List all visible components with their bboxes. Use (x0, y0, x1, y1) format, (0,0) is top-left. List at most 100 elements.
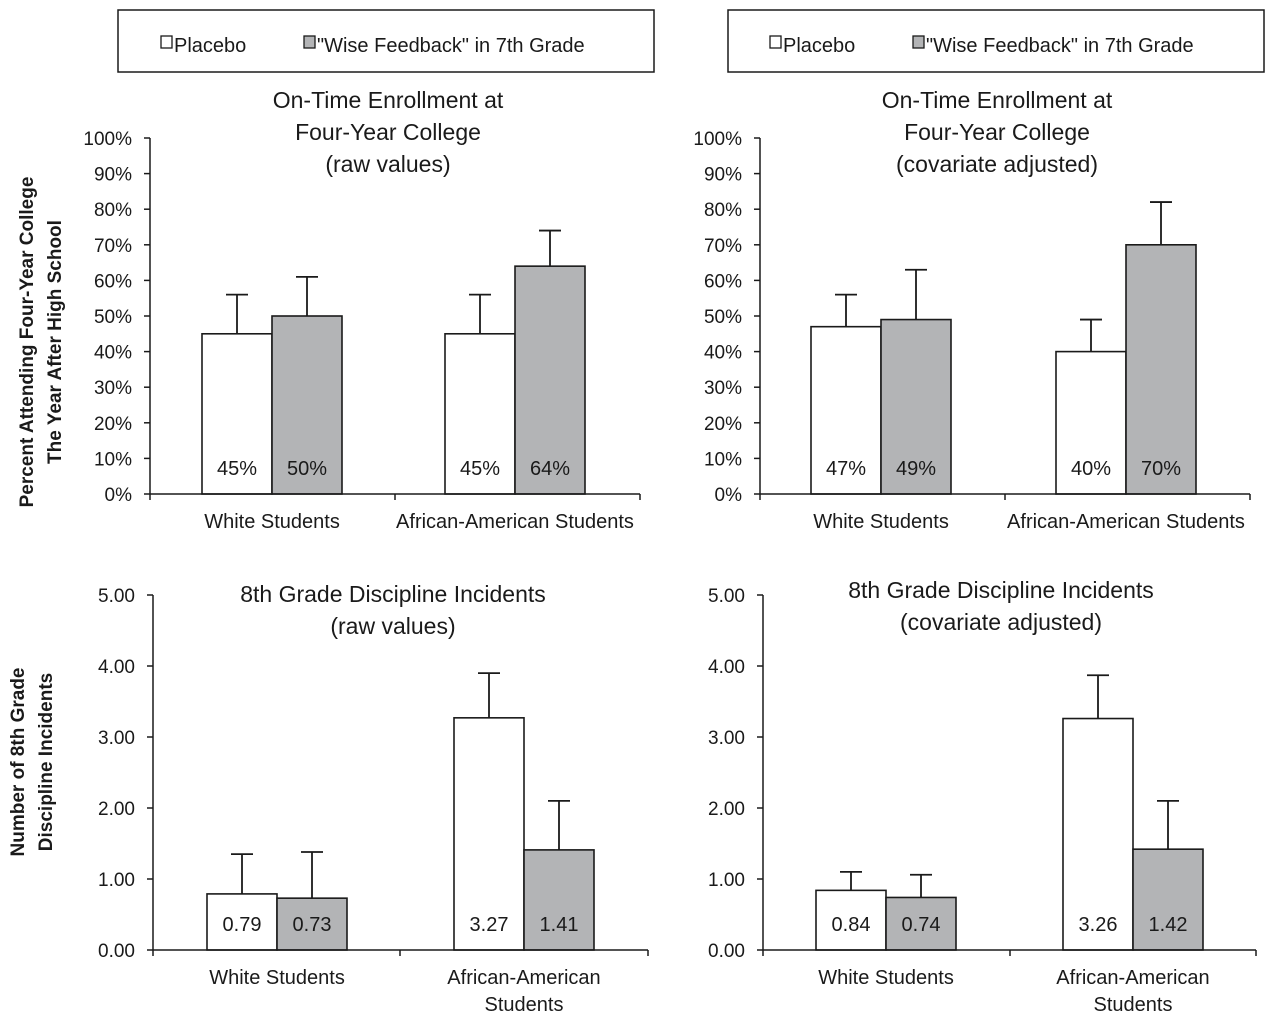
x-category-label: African-American (447, 967, 600, 989)
chart-panel: On-Time Enrollment at Four-Year College (c… (693, 87, 1251, 533)
y-tick-label: 1.00 (708, 870, 745, 891)
y-tick-label: 0.00 (98, 941, 135, 962)
y-tick-label: 40% (704, 343, 742, 364)
bar-value-label: 0.79 (223, 914, 262, 936)
y-tick-label: 4.00 (708, 657, 745, 678)
legend-label-placebo: Placebo (174, 35, 246, 57)
y-tick-label: 0.00 (708, 941, 745, 962)
y-tick-label: 20% (94, 414, 132, 435)
y-tick-label: 40% (94, 343, 132, 364)
bar-value-label: 50% (287, 458, 327, 480)
chart-panels: On-Time Enrollment at Four-Year College (r… (83, 87, 1257, 1014)
chart-title: Four-Year College (295, 119, 481, 145)
chart-title: On-Time Enrollment at (273, 87, 504, 113)
legend-swatch-placebo (769, 35, 782, 49)
bar-value-label: 47% (826, 458, 866, 480)
legend-swatch-placebo (160, 35, 173, 49)
x-category-label: African-American Students (396, 511, 634, 533)
x-category-label: Students (1094, 994, 1173, 1014)
legend-label-treatment: "Wise Feedback" in 7th Grade (317, 35, 585, 57)
y-tick-label: 80% (94, 200, 132, 221)
chart-panel: 8th Grade Discipline Incidents (covariate… (708, 577, 1257, 1014)
bar-wise-feedback (276, 897, 348, 951)
y-tick-label: 3.00 (708, 728, 745, 749)
bar-placebo (201, 332, 273, 495)
bar-value-label: 0.84 (832, 914, 871, 936)
bottom-row-ylabel: Number of 8th Grade Discipline Incidents (8, 668, 57, 857)
y-tick-label: 80% (704, 200, 742, 221)
bar-value-label: 70% (1141, 458, 1181, 480)
bar-placebo (815, 889, 887, 951)
bar-value-label: 0.74 (902, 914, 941, 936)
bar-value-label: 0.73 (293, 914, 332, 936)
bar-value-label: 1.41 (540, 914, 579, 936)
y-tick-label: 70% (704, 236, 742, 257)
y-tick-label: 10% (704, 449, 742, 470)
chart-title: Four-Year College (904, 119, 1090, 145)
bar-value-label: 1.42 (1149, 914, 1188, 936)
chart-title: (covariate adjusted) (900, 609, 1102, 635)
y-tick-label: 100% (693, 129, 742, 150)
x-category-label: White Students (204, 511, 340, 533)
chart-title: (covariate adjusted) (896, 151, 1098, 177)
x-category-label: White Students (209, 967, 345, 989)
y-tick-label: 5.00 (708, 586, 745, 607)
y-tick-label: 2.00 (98, 799, 135, 820)
y-tick-label: 90% (704, 165, 742, 186)
bar-value-label: 45% (460, 458, 500, 480)
y-tick-label: 4.00 (98, 657, 135, 678)
y-tick-label: 60% (704, 271, 742, 292)
y-tick-label: 3.00 (98, 728, 135, 749)
y-tick-label: 60% (94, 271, 132, 292)
bottom-row-ylabel-line2: Discipline Incidents (36, 673, 57, 851)
y-tick-label: 50% (704, 307, 742, 328)
x-category-label: White Students (813, 511, 949, 533)
y-tick-label: 10% (94, 449, 132, 470)
y-tick-label: 2.00 (708, 799, 745, 820)
y-tick-label: 30% (704, 378, 742, 399)
chart-title: On-Time Enrollment at (882, 87, 1113, 113)
bar-wise-feedback (1125, 244, 1197, 495)
bar-value-label: 49% (896, 458, 936, 480)
legend-label-treatment: "Wise Feedback" in 7th Grade (926, 35, 1194, 57)
bar-placebo (1062, 717, 1134, 951)
bar-wise-feedback (885, 896, 957, 951)
bar-placebo (453, 717, 525, 951)
x-category-label: African-American (1056, 967, 1209, 989)
x-category-label: African-American Students (1007, 511, 1245, 533)
y-tick-label: 1.00 (98, 870, 135, 891)
y-tick-label: 0% (715, 485, 743, 506)
bar-value-label: 64% (530, 458, 570, 480)
chart-title: (raw values) (330, 613, 455, 639)
y-tick-label: 50% (94, 307, 132, 328)
legend-swatch-treatment (303, 35, 316, 49)
chart-title: (raw values) (325, 151, 450, 177)
bar-wise-feedback (1132, 848, 1204, 951)
bottom-row-ylabel-line1: Number of 8th Grade (8, 668, 29, 857)
y-tick-label: 20% (704, 414, 742, 435)
bar-value-label: 40% (1071, 458, 1111, 480)
bar-value-label: 3.26 (1079, 914, 1118, 936)
x-category-label: Students (485, 994, 564, 1014)
chart-title: 8th Grade Discipline Incidents (240, 581, 546, 607)
y-tick-label: 70% (94, 236, 132, 257)
bar-wise-feedback (271, 315, 343, 495)
legend-left: Placebo "Wise Feedback" in 7th Grade (117, 9, 655, 73)
bar-placebo (1055, 350, 1127, 495)
y-tick-label: 90% (94, 165, 132, 186)
y-tick-label: 30% (94, 378, 132, 399)
legend-right: Placebo "Wise Feedback" in 7th Grade (727, 9, 1265, 73)
bar-value-label: 45% (217, 458, 257, 480)
top-row-ylabel-line1: Percent Attending Four-Year College (17, 177, 38, 508)
chart-panel: 8th Grade Discipline Incidents (raw value… (98, 581, 649, 1014)
top-row-ylabel: Percent Attending Four-Year College The … (17, 177, 66, 508)
legend-label-placebo: Placebo (783, 35, 855, 57)
top-row-ylabel-line2: The Year After High School (45, 220, 66, 464)
y-tick-label: 5.00 (98, 586, 135, 607)
bar-placebo (206, 893, 278, 951)
legend-swatch-treatment (912, 35, 925, 49)
chart-panel: On-Time Enrollment at Four-Year College (r… (83, 87, 641, 533)
y-tick-label: 0% (105, 485, 133, 506)
chart-title: 8th Grade Discipline Incidents (848, 577, 1154, 603)
